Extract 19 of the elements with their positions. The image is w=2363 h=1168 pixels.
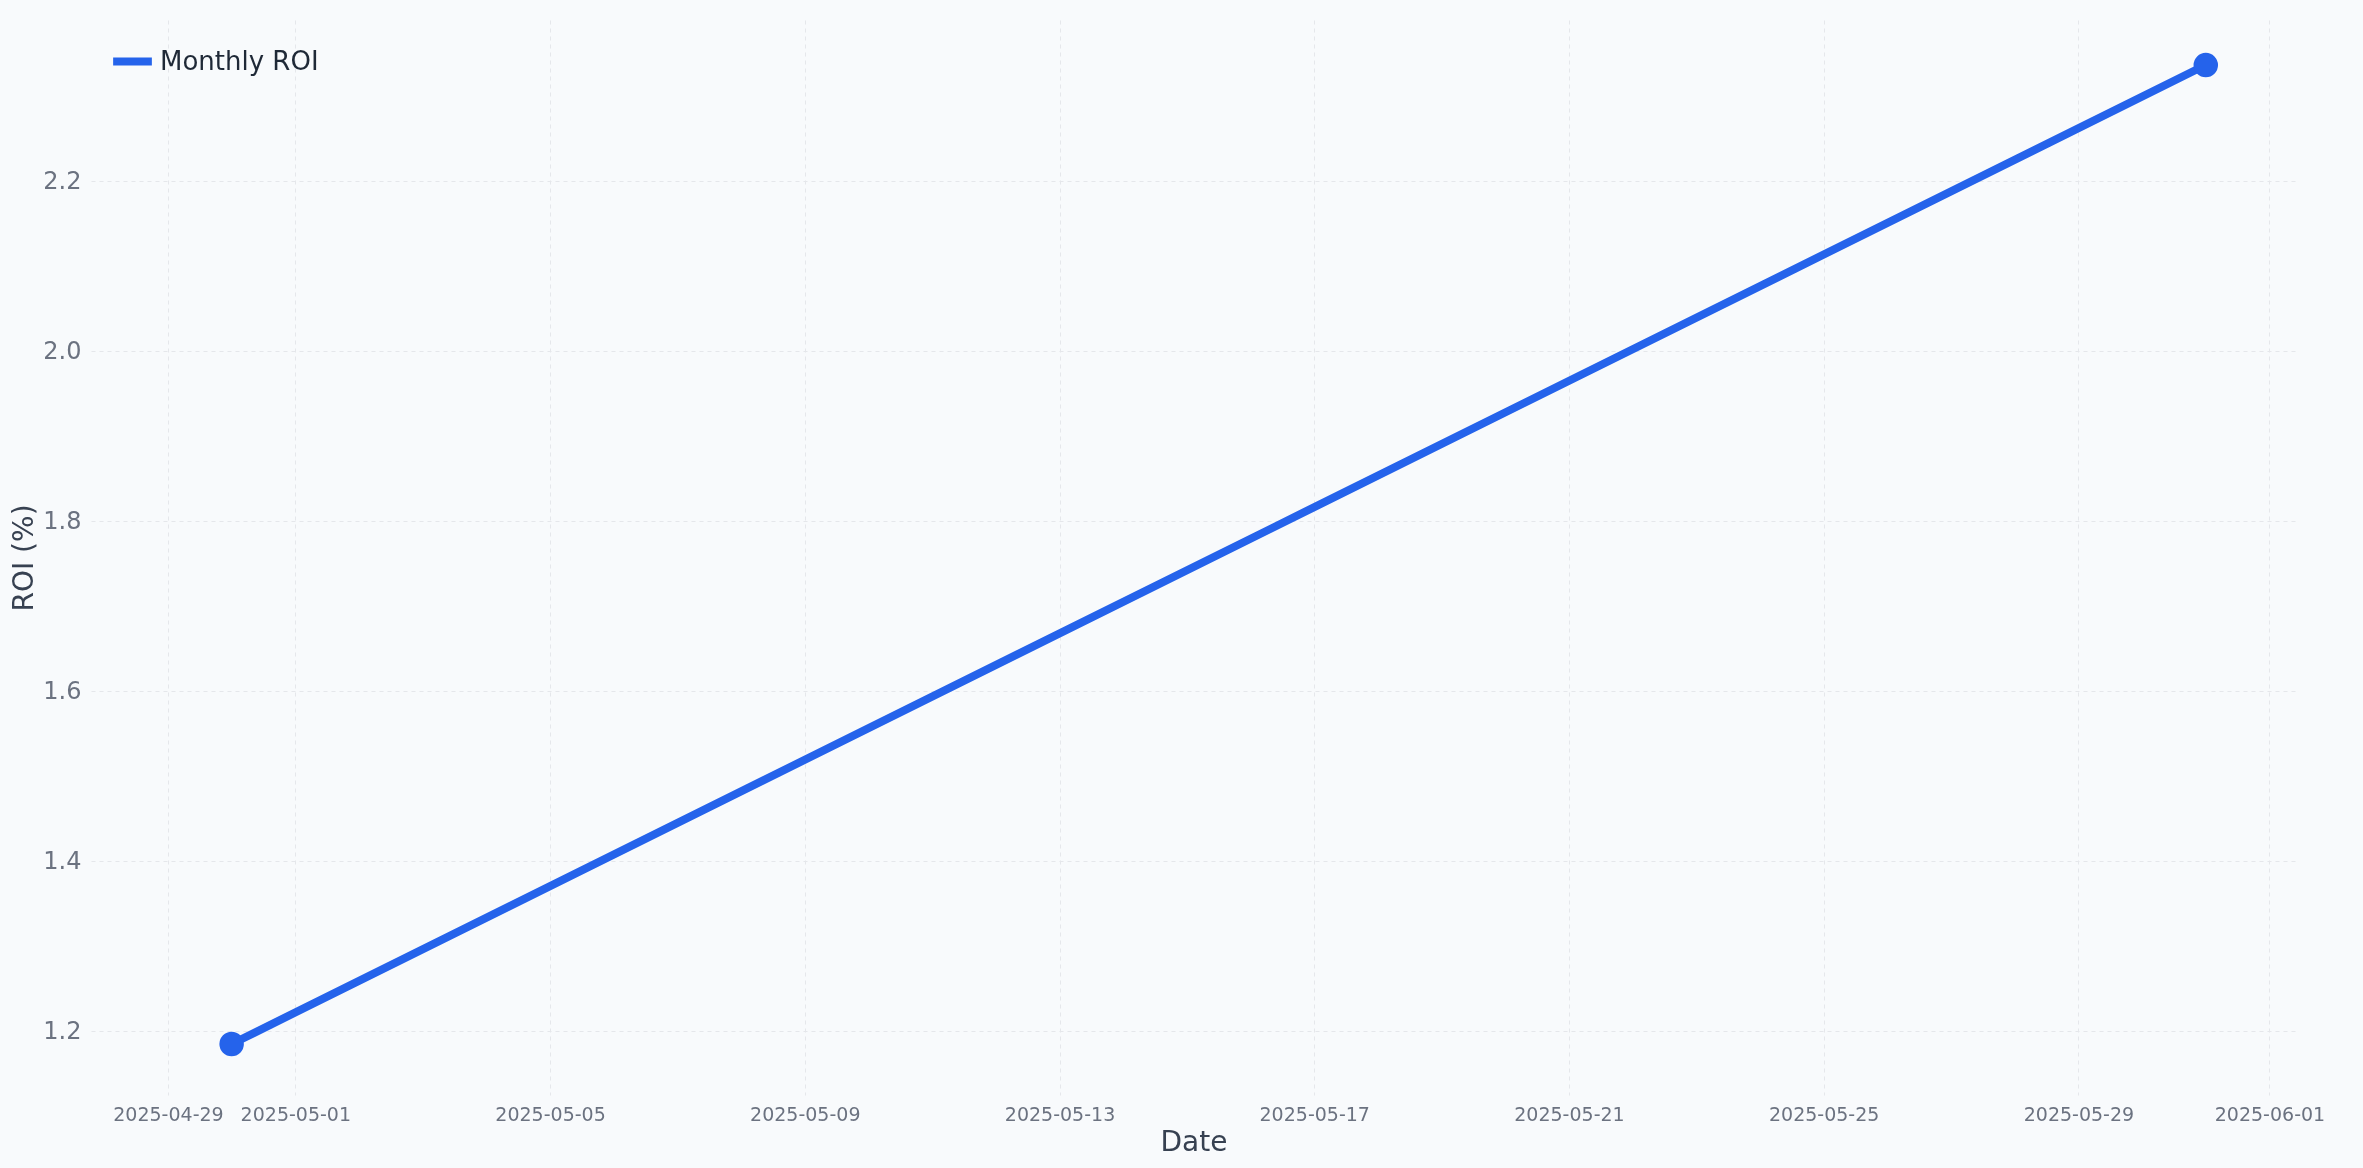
y-tick-label: 1.6 xyxy=(43,676,82,705)
legend-label: Monthly ROI xyxy=(160,45,319,76)
x-axis-title: Date xyxy=(1160,1124,1228,1158)
x-tick-label: 2025-04-29 xyxy=(113,1102,224,1125)
x-tick-label: 2025-05-01 xyxy=(240,1102,352,1125)
x-tick-label: 2025-05-21 xyxy=(1514,1102,1625,1125)
x-tick-label: 2025-05-29 xyxy=(2023,1102,2135,1125)
y-tick-label: 2.0 xyxy=(43,336,82,365)
x-tick-label: 2025-05-17 xyxy=(1259,1102,1370,1125)
y-tick-label: 1.4 xyxy=(43,846,82,875)
x-tick-label: 2025-06-01 xyxy=(2214,1102,2326,1125)
y-tick-label: 1.8 xyxy=(43,506,82,535)
x-tick-label: 2025-05-05 xyxy=(495,1102,606,1125)
y-tick-label: 1.2 xyxy=(43,1016,82,1045)
x-tick-label: 2025-05-09 xyxy=(750,1102,861,1125)
x-tick-label: 2025-05-25 xyxy=(1768,1102,1880,1125)
x-tick-label: 2025-05-13 xyxy=(1004,1102,1116,1125)
y-tick-label: 2.2 xyxy=(43,166,82,195)
y-axis-title: ROI (%) xyxy=(7,504,41,612)
